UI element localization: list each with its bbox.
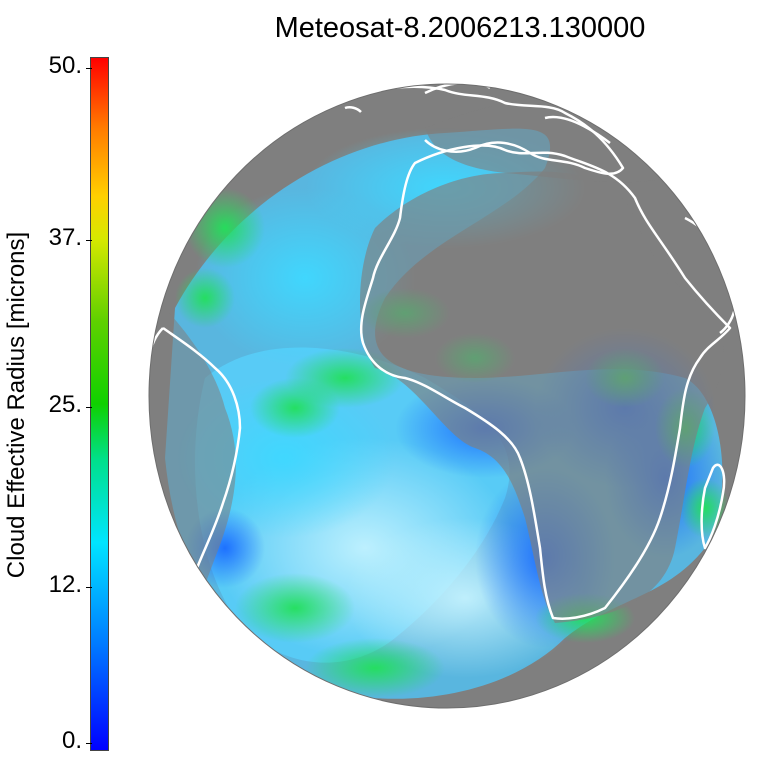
colorbar-tick-12: 12. (48, 571, 82, 598)
colorbar-tick-37: 37. (48, 224, 82, 251)
tickmark (86, 587, 92, 588)
colorbar-tick-0: 0. (61, 727, 82, 754)
map-title: Meteosat-8.2006213.130000 (274, 12, 646, 44)
tickmark (86, 240, 92, 241)
tickmark (86, 743, 92, 744)
coastlines (145, 81, 738, 709)
tickmark (86, 407, 92, 408)
colorbar (90, 57, 109, 751)
colorbar-tick-25: 25. (48, 391, 82, 418)
earth-disk-map (145, 81, 746, 709)
colorbar-label: Cloud Effective Radius [microns] (3, 231, 30, 579)
tickmark (86, 68, 92, 69)
cloud-field (149, 95, 730, 699)
colorbar-tick-50: 50. (48, 52, 82, 79)
